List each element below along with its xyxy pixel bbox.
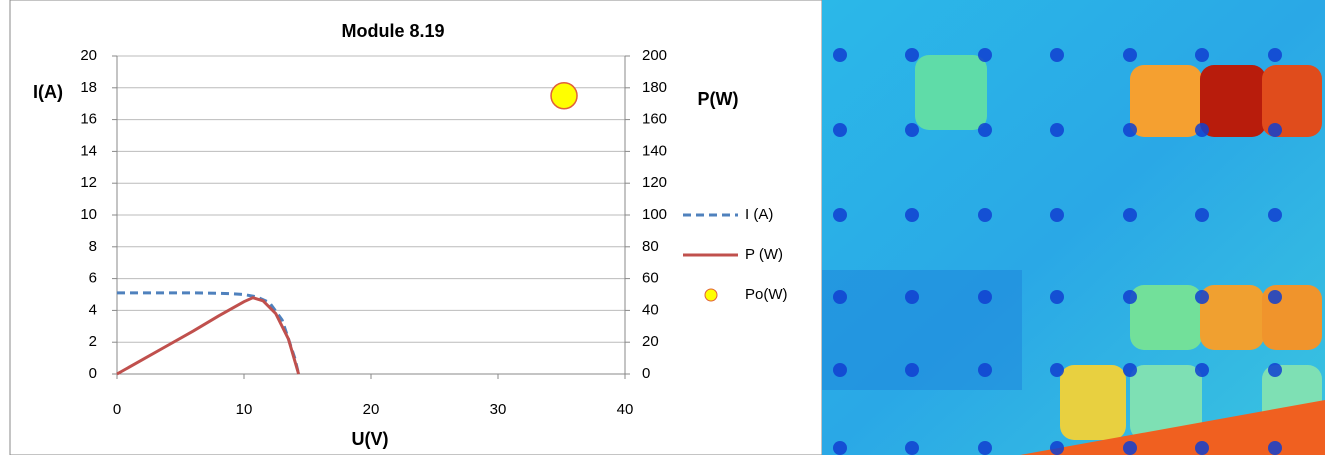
y2-tick-label: 100 bbox=[642, 206, 667, 223]
cell-dot bbox=[905, 208, 919, 222]
y-tick-label: 14 bbox=[80, 142, 97, 159]
y2-tick-label: 20 bbox=[642, 333, 659, 350]
x-tick-label: 40 bbox=[617, 401, 634, 418]
y2-axis-label: P(W) bbox=[698, 89, 739, 109]
x-tick-label: 20 bbox=[363, 401, 380, 418]
cell-dot bbox=[1050, 48, 1064, 62]
x-tick-label: 10 bbox=[236, 401, 253, 418]
frame-edge bbox=[1020, 400, 1325, 455]
cell-dot bbox=[1050, 441, 1064, 455]
hot-cell bbox=[1200, 65, 1266, 137]
cell-dot bbox=[1195, 208, 1209, 222]
cell-dot bbox=[1123, 441, 1137, 455]
x-axis-label: U(V) bbox=[352, 429, 389, 449]
series-point bbox=[550, 82, 578, 110]
hot-cell bbox=[1200, 285, 1264, 350]
cell-dot bbox=[1050, 123, 1064, 137]
warm-cell bbox=[1060, 365, 1126, 440]
cell-dot bbox=[905, 48, 919, 62]
legend-swatch bbox=[704, 288, 718, 302]
chart-frame bbox=[9, 0, 823, 455]
y-axis-label: I(A) bbox=[33, 82, 63, 102]
cell-dot bbox=[905, 290, 919, 304]
cell-dot bbox=[833, 441, 847, 455]
warm-cell bbox=[1130, 365, 1202, 440]
cell-dot bbox=[978, 208, 992, 222]
thermal-image bbox=[822, 0, 1325, 455]
cell-dot bbox=[1268, 208, 1282, 222]
y2-tick-label: 120 bbox=[642, 174, 667, 191]
y-tick-label: 2 bbox=[89, 333, 97, 350]
y2-tick-label: 40 bbox=[642, 301, 659, 318]
cell-dot bbox=[1123, 208, 1137, 222]
cell-dot bbox=[833, 123, 847, 137]
cell-dot bbox=[1123, 363, 1137, 377]
cell-dot bbox=[1123, 48, 1137, 62]
y-tick-label: 16 bbox=[80, 111, 97, 128]
series-line bbox=[116, 296, 301, 376]
warm-cell bbox=[915, 55, 987, 130]
cell-dot bbox=[1123, 290, 1137, 304]
cell-dot bbox=[1050, 208, 1064, 222]
y2-tick-label: 180 bbox=[642, 79, 667, 96]
cell-dot bbox=[1195, 123, 1209, 137]
x-tick-label: 30 bbox=[490, 401, 507, 418]
cell-dot bbox=[1268, 363, 1282, 377]
y-tick-label: 12 bbox=[80, 174, 97, 191]
legend-label: P (W) bbox=[745, 246, 783, 263]
cell-dot bbox=[1195, 441, 1209, 455]
y-tick-label: 18 bbox=[80, 79, 97, 96]
cell-dot bbox=[833, 363, 847, 377]
cell-dot bbox=[833, 208, 847, 222]
cell-dot bbox=[905, 123, 919, 137]
cell-dot bbox=[1268, 290, 1282, 304]
chart-title: Module 8.19 bbox=[341, 21, 444, 41]
legend-label: I (A) bbox=[745, 206, 773, 223]
warm-cell bbox=[1130, 285, 1202, 350]
cell-dot bbox=[1050, 363, 1064, 377]
cell-dot bbox=[1195, 48, 1209, 62]
hot-cell bbox=[1262, 65, 1322, 137]
cold-area bbox=[822, 270, 1022, 390]
y2-tick-label: 80 bbox=[642, 238, 659, 255]
cell-dot bbox=[1268, 441, 1282, 455]
cell-dot bbox=[1050, 290, 1064, 304]
cell-dot bbox=[833, 290, 847, 304]
cell-dot bbox=[978, 48, 992, 62]
cell-dot bbox=[1195, 363, 1209, 377]
cell-dot bbox=[905, 363, 919, 377]
y-tick-label: 6 bbox=[89, 270, 97, 287]
y2-tick-label: 140 bbox=[642, 142, 667, 159]
y-tick-label: 20 bbox=[80, 47, 97, 64]
cell-dot bbox=[1123, 123, 1137, 137]
cell-dot bbox=[978, 441, 992, 455]
hot-cell bbox=[1130, 65, 1202, 137]
y2-tick-label: 160 bbox=[642, 111, 667, 128]
cell-dot bbox=[978, 123, 992, 137]
y-tick-label: 8 bbox=[89, 238, 97, 255]
cell-dot bbox=[1268, 48, 1282, 62]
x-tick-label: 0 bbox=[113, 401, 121, 418]
y2-tick-label: 60 bbox=[642, 270, 659, 287]
cell-dot bbox=[905, 441, 919, 455]
cell-dot bbox=[833, 48, 847, 62]
y-tick-label: 0 bbox=[89, 365, 97, 382]
cell-dot bbox=[978, 363, 992, 377]
cell-dot bbox=[978, 290, 992, 304]
legend-label: Po(W) bbox=[745, 286, 788, 303]
y-tick-label: 10 bbox=[80, 206, 97, 223]
y2-tick-label: 0 bbox=[642, 365, 650, 382]
cell-dot bbox=[1268, 123, 1282, 137]
y2-tick-label: 200 bbox=[642, 47, 667, 64]
y-tick-label: 4 bbox=[89, 301, 97, 318]
cell-dot bbox=[1195, 290, 1209, 304]
series-line bbox=[117, 291, 301, 375]
